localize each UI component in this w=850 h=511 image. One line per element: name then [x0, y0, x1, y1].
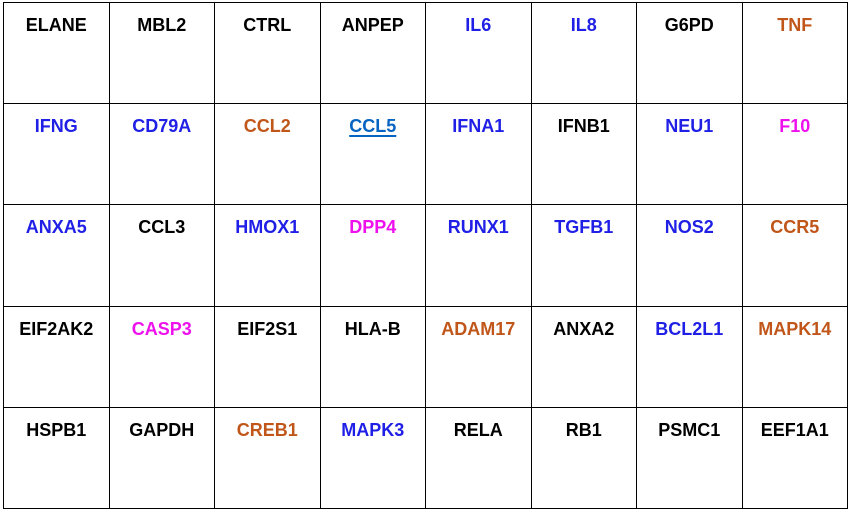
gene-cell: IFNB1: [530, 103, 637, 206]
gene-row: EIF2AK2 CASP3 EIF2S1 HLA-B ADAM17 ANXA2 …: [3, 305, 848, 408]
gene-label: IFNB1: [557, 116, 610, 137]
gene-label: RUNX1: [447, 217, 509, 238]
gene-label: MBL2: [137, 15, 187, 35]
gene-row: ELANE MBL2 CTRL ANPEP IL6 IL8 G6PD TNF: [3, 1, 848, 105]
gene-cell: CD79A: [108, 103, 215, 206]
gene-cell: NEU1: [636, 103, 743, 206]
gene-label: GAPDH: [129, 419, 195, 440]
gene-cell: F10: [741, 103, 848, 206]
gene-cell: DPP4: [319, 204, 426, 307]
gene-label: ANXA5: [25, 217, 87, 238]
gene-table-body: ELANE MBL2 CTRL ANPEP IL6 IL8 G6PD TNF I…: [3, 1, 848, 510]
gene-cell: IFNG: [3, 103, 110, 206]
gene-label: CCR5: [770, 217, 820, 238]
gene-label: RB1: [565, 419, 602, 440]
gene-cell: TGFB1: [530, 204, 637, 307]
gene-cell: CCL3: [108, 204, 215, 307]
gene-cell: ANPEP: [319, 1, 426, 105]
gene-label: IL6: [465, 15, 492, 35]
gene-cell: MAPK3: [319, 406, 426, 510]
gene-cell: ADAM17: [425, 305, 532, 408]
gene-label: TNF: [777, 15, 813, 35]
gene-label: TGFB1: [554, 217, 614, 238]
gene-label: ADAM17: [441, 318, 516, 339]
gene-label: G6PD: [664, 15, 714, 35]
gene-label: HSPB1: [26, 419, 87, 440]
gene-label: F10: [779, 116, 811, 137]
gene-label: CD79A: [132, 116, 192, 137]
gene-label: PSMC1: [658, 419, 721, 440]
gene-row: IFNG CD79A CCL2 CCL5 IFNA1 IFNB1 NEU1 F1…: [3, 103, 848, 206]
gene-cell: CCL2: [214, 103, 321, 206]
gene-cell: HMOX1: [214, 204, 321, 307]
gene-table: ELANE MBL2 CTRL ANPEP IL6 IL8 G6PD TNF I…: [3, 1, 848, 510]
gene-cell: PSMC1: [636, 406, 743, 510]
gene-cell: CCL5: [319, 103, 426, 206]
gene-label: IL8: [570, 15, 597, 35]
gene-cell: HSPB1: [3, 406, 110, 510]
gene-label: NOS2: [664, 217, 714, 238]
gene-cell: TNF: [741, 1, 848, 105]
gene-label: IFNA1: [452, 116, 505, 137]
gene-cell: EEF1A1: [741, 406, 848, 510]
gene-cell: IL8: [530, 1, 637, 105]
gene-label: CCL3: [138, 217, 186, 238]
gene-label: CTRL: [243, 15, 292, 35]
gene-cell: RUNX1: [425, 204, 532, 307]
gene-label: RELA: [453, 419, 503, 440]
gene-label: IFNG: [34, 116, 78, 137]
gene-cell: HLA-B: [319, 305, 426, 408]
gene-cell: CCR5: [741, 204, 848, 307]
gene-label: HLA-B: [344, 318, 401, 339]
gene-label: NEU1: [665, 116, 714, 137]
gene-label: CASP3: [131, 318, 192, 339]
gene-label: CREB1: [236, 419, 298, 440]
gene-label: BCL2L1: [655, 318, 724, 339]
gene-label: EIF2S1: [237, 318, 298, 339]
gene-cell: RB1: [530, 406, 637, 510]
gene-cell: EIF2AK2: [3, 305, 110, 408]
gene-label: ELANE: [25, 15, 87, 35]
gene-cell: CREB1: [214, 406, 321, 510]
gene-row: HSPB1 GAPDH CREB1 MAPK3 RELA RB1 PSMC1 E…: [3, 406, 848, 510]
gene-cell: BCL2L1: [636, 305, 743, 408]
gene-cell: G6PD: [636, 1, 743, 105]
gene-label: MAPK3: [341, 419, 405, 440]
gene-cell: IFNA1: [425, 103, 532, 206]
gene-cell: NOS2: [636, 204, 743, 307]
gene-link[interactable]: CCL5: [349, 116, 397, 137]
gene-cell: CASP3: [108, 305, 215, 408]
gene-cell: ANXA5: [3, 204, 110, 307]
gene-label: DPP4: [349, 217, 397, 238]
gene-row: ANXA5 CCL3 HMOX1 DPP4 RUNX1 TGFB1 NOS2 C…: [3, 204, 848, 307]
gene-cell: IL6: [425, 1, 532, 105]
gene-label: HMOX1: [235, 217, 300, 238]
gene-label: ANXA2: [553, 318, 615, 339]
gene-label: EEF1A1: [760, 419, 829, 440]
gene-cell: MAPK14: [741, 305, 848, 408]
gene-cell: ANXA2: [530, 305, 637, 408]
gene-cell: GAPDH: [108, 406, 215, 510]
gene-cell: ELANE: [3, 1, 110, 105]
gene-cell: RELA: [425, 406, 532, 510]
gene-label: ANPEP: [341, 15, 404, 35]
gene-cell: MBL2: [108, 1, 215, 105]
gene-label: EIF2AK2: [19, 318, 94, 339]
gene-cell: CTRL: [214, 1, 321, 105]
gene-label: CCL2: [243, 116, 291, 137]
gene-label: MAPK14: [758, 318, 832, 339]
gene-cell: EIF2S1: [214, 305, 321, 408]
